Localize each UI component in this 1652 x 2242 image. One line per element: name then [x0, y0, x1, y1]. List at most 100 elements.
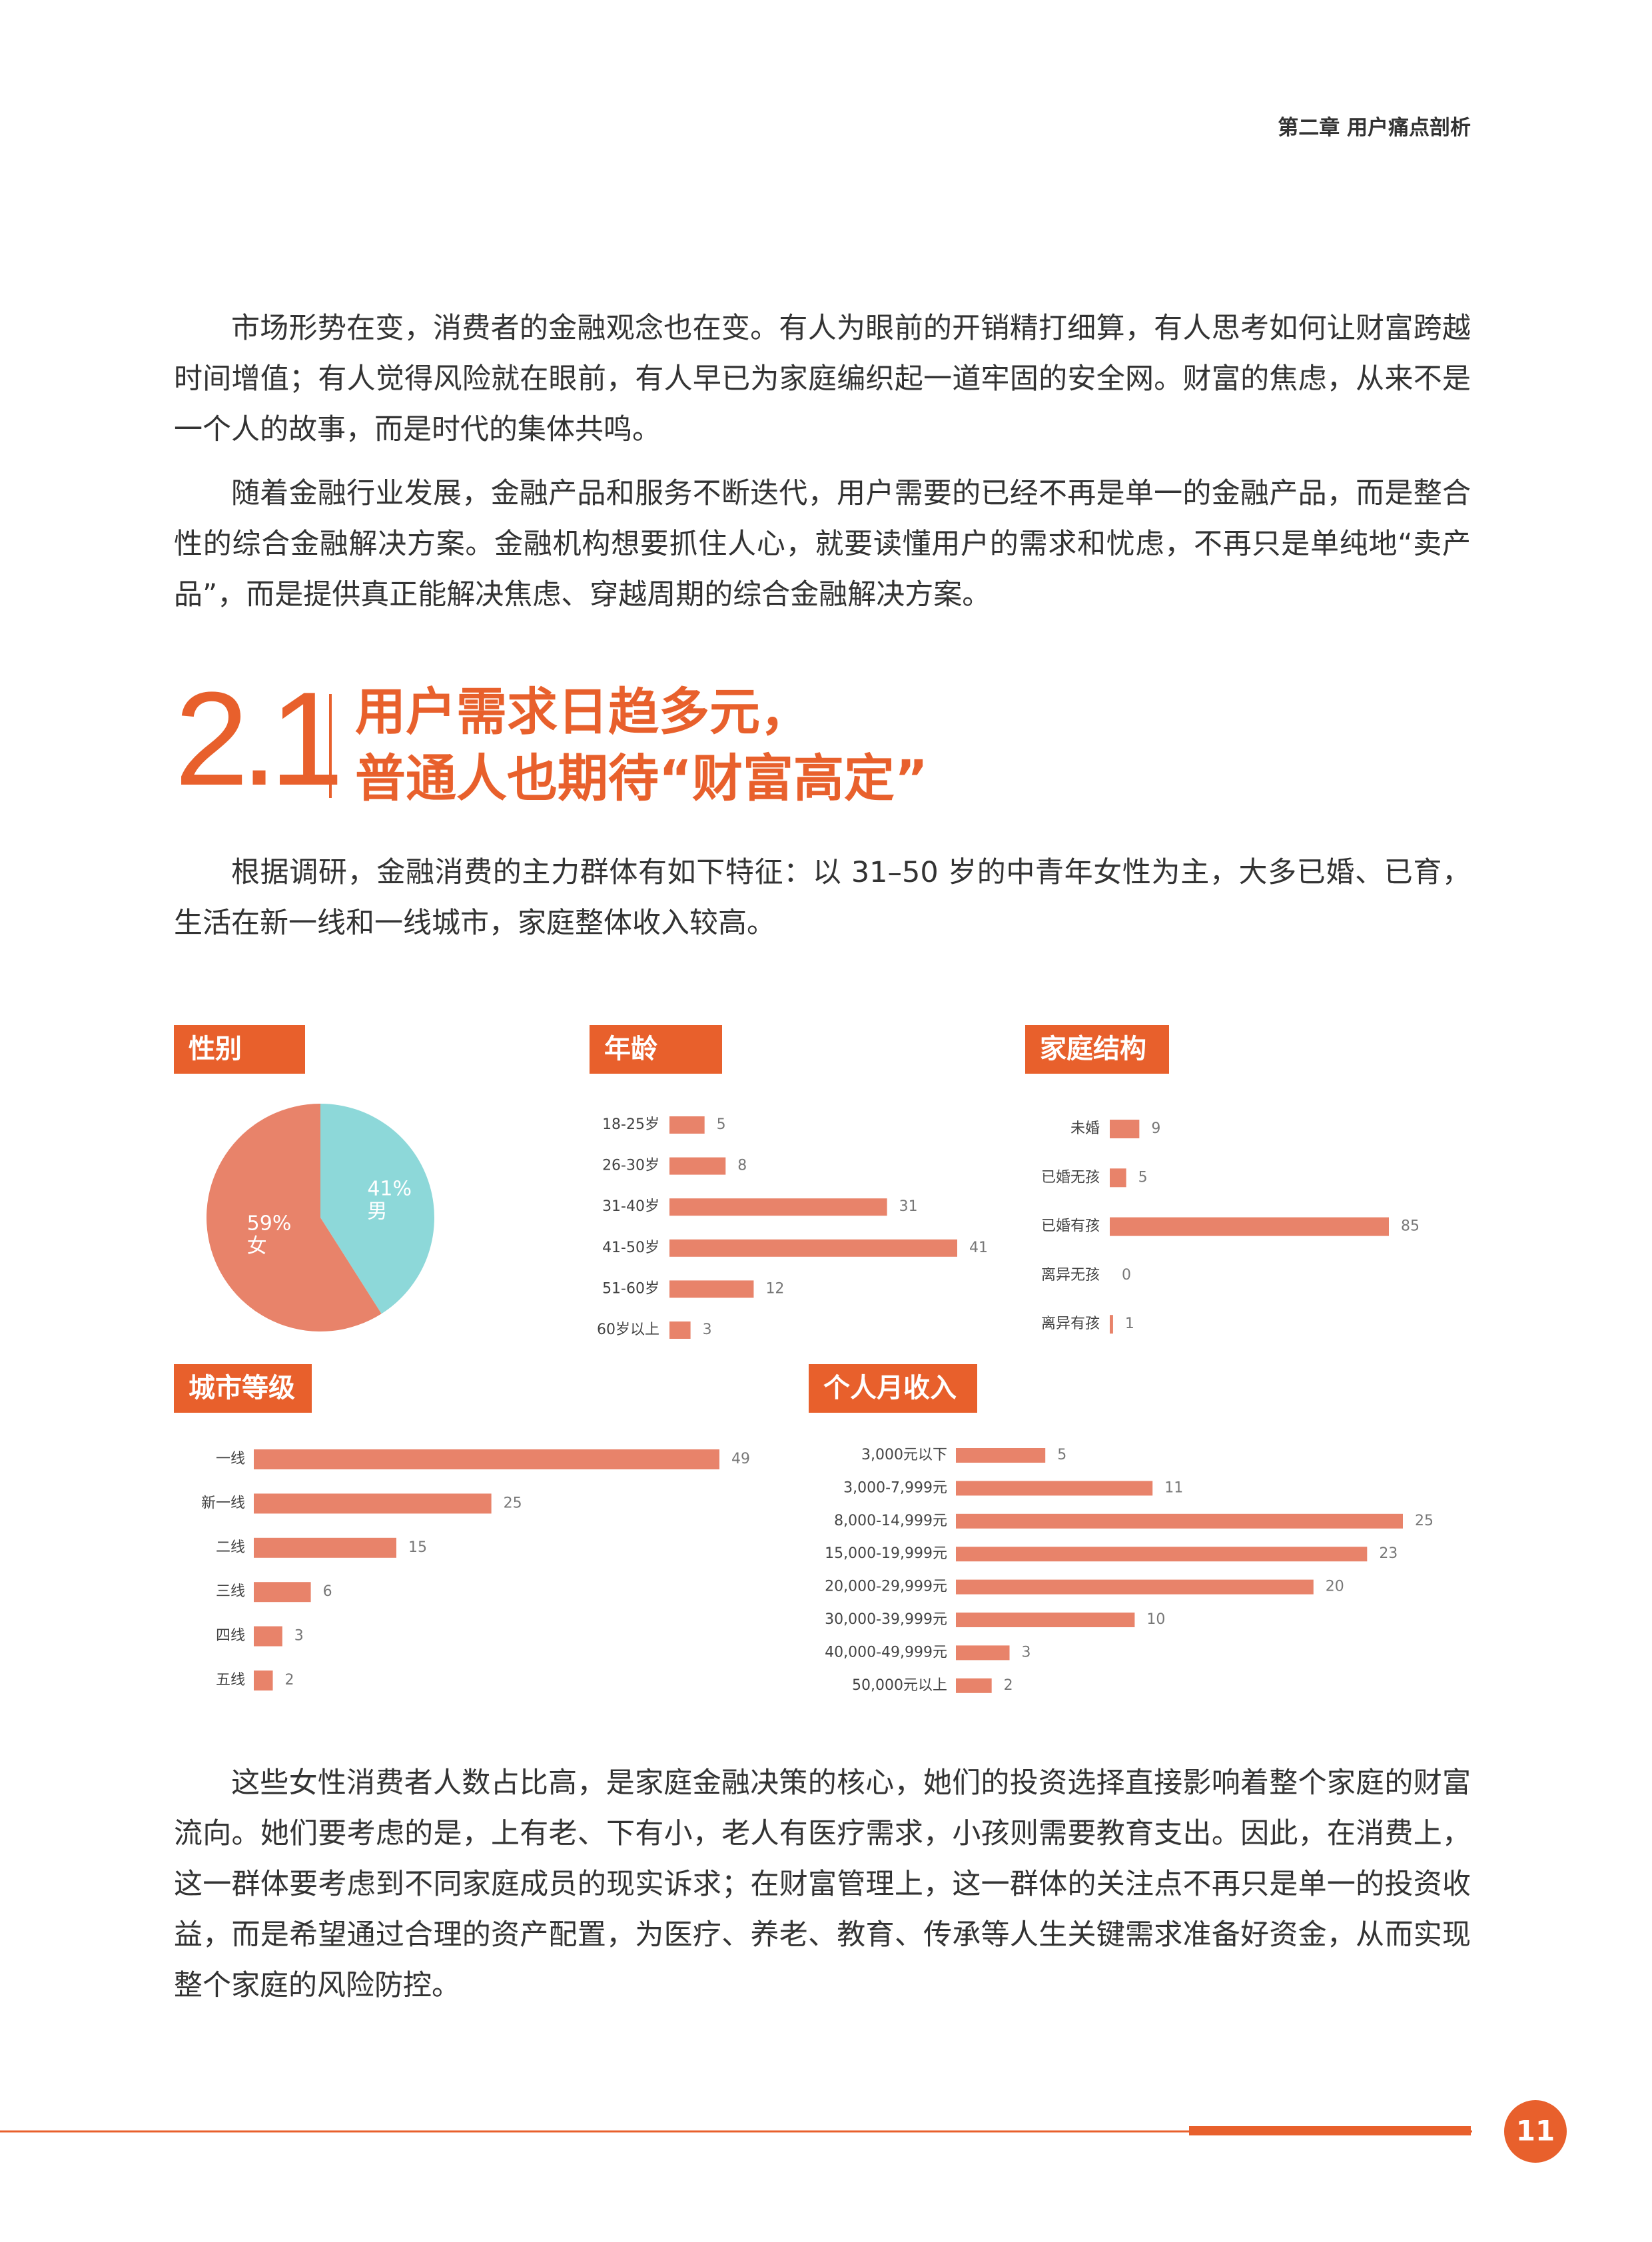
section-divider [329, 694, 332, 798]
bar [956, 1678, 992, 1693]
bar [669, 1280, 754, 1298]
pie-slice [320, 1104, 434, 1314]
pie-category-label: 女 [247, 1235, 267, 1258]
chapter-header: 第二章 用户痛点剖析 [1278, 116, 1471, 140]
bar-category-label: 3,000元以下 [861, 1447, 947, 1463]
bar-category-label: 26-30岁 [602, 1158, 659, 1174]
bar [956, 1645, 1010, 1661]
bar [254, 1493, 492, 1514]
bar-value-label: 2 [285, 1672, 294, 1688]
bar-value-label: 12 [765, 1280, 784, 1297]
bar-category-label: 五线 [216, 1672, 245, 1688]
page-number: 11 [1516, 2115, 1555, 2147]
bar-category-label: 18-25岁 [602, 1116, 659, 1133]
bar-category-label: 50,000元以上 [852, 1677, 947, 1694]
chart-title: 城市等级 [189, 1373, 295, 1403]
bar-category-label: 8,000-14,999元 [834, 1513, 947, 1529]
chart-title: 性别 [189, 1034, 242, 1064]
bar-category-label: 新一线 [201, 1495, 245, 1511]
bar-value-label: 3 [294, 1628, 304, 1645]
bar-value-label: 11 [1164, 1479, 1183, 1496]
bar [1110, 1217, 1389, 1236]
bar-category-label: 离异有孩 [1041, 1315, 1100, 1332]
section-title: 用户需求日趋多元， [355, 682, 811, 741]
section-number: 2.1 [175, 665, 344, 813]
bar-value-label: 23 [1379, 1545, 1398, 1562]
pie-value-label: 59% [247, 1212, 292, 1236]
pie-category-label: 男 [367, 1200, 387, 1223]
bar-value-label: 2 [1004, 1677, 1013, 1694]
bar-category-label: 51-60岁 [602, 1280, 659, 1297]
chart-title-box [809, 1364, 977, 1413]
bar [669, 1239, 957, 1257]
bar [669, 1157, 726, 1175]
bar-category-label: 已婚无孩 [1041, 1169, 1100, 1186]
bar-value-label: 20 [1326, 1579, 1344, 1595]
bar-value-label: 6 [323, 1583, 332, 1600]
bar-category-label: 未婚 [1070, 1120, 1100, 1137]
bar-category-label: 41-50岁 [602, 1240, 659, 1256]
bar-category-label: 40,000-49,999元 [825, 1644, 947, 1661]
bar [669, 1321, 691, 1339]
bar [254, 1449, 719, 1469]
bar-value-label: 0 [1122, 1267, 1131, 1284]
bar-category-label: 20,000-29,999元 [825, 1579, 947, 1595]
bar-value-label: 15 [408, 1539, 427, 1556]
section-title: 普通人也期待“财富高定” [355, 749, 928, 808]
bar-category-label: 一线 [216, 1451, 245, 1467]
bar-category-label: 已婚有孩 [1041, 1218, 1100, 1235]
bar-value-label: 25 [1415, 1513, 1434, 1529]
bar [669, 1198, 887, 1216]
bar-category-label: 四线 [216, 1628, 245, 1645]
footer-accent [1189, 2126, 1471, 2135]
bar [669, 1116, 705, 1134]
bar [254, 1671, 273, 1690]
bar-value-label: 31 [899, 1198, 918, 1215]
chart-title: 个人月收入 [823, 1373, 957, 1403]
bar-category-label: 3,000-7,999元 [843, 1479, 947, 1496]
bar-value-label: 9 [1151, 1120, 1160, 1137]
bar-category-label: 离异无孩 [1041, 1267, 1100, 1284]
bar-value-label: 25 [504, 1495, 522, 1511]
chart-title-box [174, 1025, 305, 1074]
bar [956, 1513, 1403, 1529]
chart-title: 家庭结构 [1040, 1034, 1146, 1064]
bar [1110, 1315, 1113, 1334]
bar-category-label: 60岁以上 [597, 1321, 659, 1338]
bar [1110, 1168, 1126, 1188]
bar [956, 1448, 1046, 1463]
bar [1110, 1120, 1140, 1138]
paragraph: 根据调研，金融消费的主力群体有如下特征：以 31–50 岁的中青年女性为主，大多… [174, 856, 1471, 940]
bar-value-label: 10 [1146, 1611, 1165, 1628]
chart-title-box [1025, 1025, 1169, 1074]
bar [956, 1481, 1153, 1496]
page-badge [1504, 2100, 1567, 2163]
bar-value-label: 5 [1057, 1447, 1066, 1463]
paragraph: 随着金融行业发展，金融产品和服务不断迭代，用户需要的已经不再是单一的金融产品，而… [174, 477, 1471, 611]
bar-value-label: 3 [703, 1321, 712, 1338]
bar [254, 1626, 282, 1647]
pie-slice [206, 1104, 382, 1332]
chart-title-box [590, 1025, 722, 1074]
paragraph: 市场形势在变，消费者的金融观念也在变。有人为眼前的开销精打细算，有人思考如何让财… [174, 312, 1471, 446]
bar-category-label: 15,000-19,999元 [825, 1545, 947, 1562]
bar-value-label: 3 [1022, 1644, 1031, 1661]
bar-value-label: 49 [731, 1451, 750, 1467]
chart-title-box [174, 1364, 312, 1413]
bar-value-label: 1 [1125, 1315, 1134, 1332]
bar [956, 1579, 1314, 1595]
bar-category-label: 30,000-39,999元 [825, 1611, 947, 1628]
bar-category-label: 31-40岁 [602, 1198, 659, 1215]
bar [956, 1613, 1135, 1627]
bar-category-label: 二线 [216, 1539, 245, 1556]
bar-value-label: 85 [1401, 1218, 1420, 1235]
bar-value-label: 8 [737, 1158, 747, 1174]
bar-value-label: 41 [969, 1240, 988, 1256]
paragraph: 这些女性消费者人数占比高，是家庭金融决策的核心，她们的投资选择直接影响着整个家庭… [174, 1766, 1471, 2002]
bar [254, 1582, 311, 1603]
chart-title: 年龄 [604, 1034, 657, 1064]
bar-value-label: 5 [1138, 1169, 1148, 1186]
bar [254, 1537, 396, 1558]
